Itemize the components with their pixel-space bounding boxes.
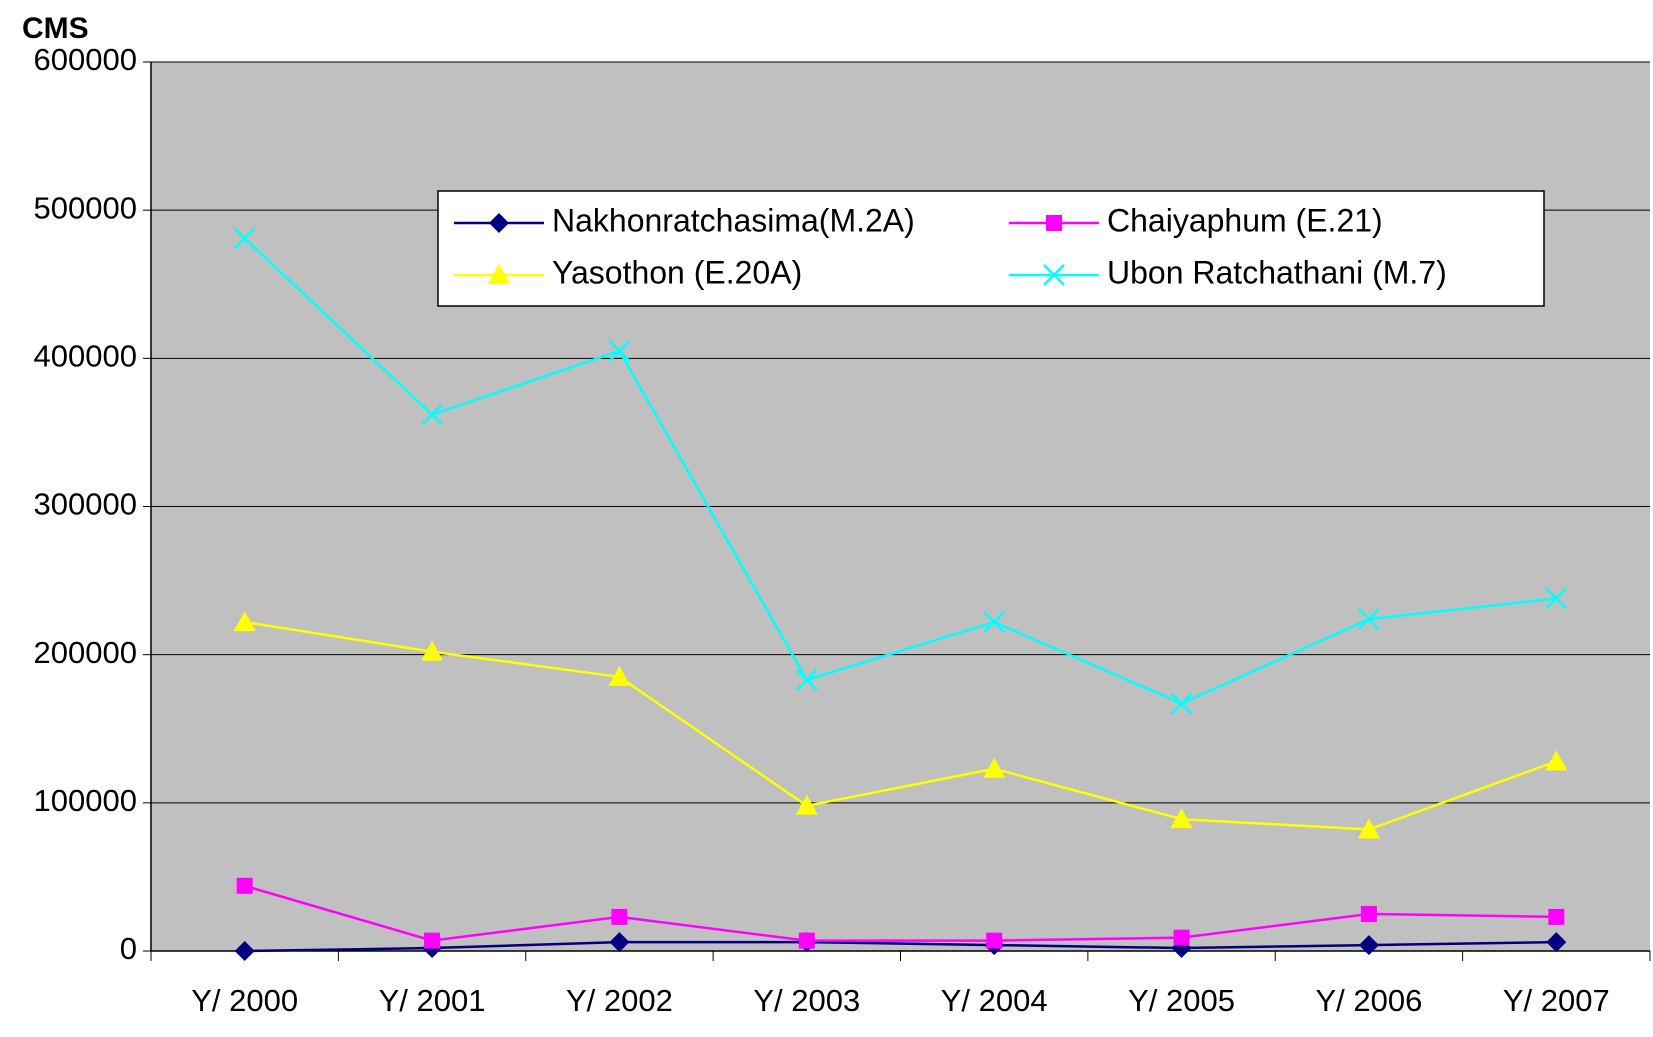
marker [1170, 692, 1193, 715]
x-tick-label: Y/ 2007 [1503, 983, 1610, 1018]
legend-label: Yasothon (E.20A) [552, 254, 802, 290]
x-tick-label: Y/ 2006 [1316, 983, 1423, 1018]
marker [608, 665, 631, 686]
marker [236, 877, 253, 894]
y-tick-label: 500000 [34, 190, 137, 225]
marker [983, 611, 1006, 633]
marker [798, 932, 815, 949]
marker [608, 340, 631, 362]
marker [1545, 750, 1568, 771]
y-tick-label: 100000 [34, 783, 137, 818]
y-tick-label: 300000 [34, 487, 137, 522]
y-tick-label: 0 [120, 931, 137, 966]
marker [609, 932, 630, 953]
series-line [244, 940, 1557, 953]
marker [1046, 215, 1062, 231]
marker [795, 794, 818, 815]
marker [488, 264, 510, 284]
marker [233, 611, 256, 632]
marker [1546, 932, 1567, 953]
x-tick-label: Y/ 2002 [566, 983, 673, 1018]
marker [421, 403, 443, 426]
series-line [244, 884, 1557, 942]
legend-label: Ubon Ratchathani (M.7) [1107, 254, 1447, 290]
marker [1043, 264, 1065, 286]
marker [611, 908, 628, 925]
legend-label: Chaiyaphum (E.21) [1107, 202, 1383, 238]
chart-title: CMS [22, 12, 89, 45]
x-tick-label: Y/ 2005 [1128, 983, 1235, 1018]
y-tick-label: 200000 [34, 635, 137, 670]
marker [233, 227, 256, 250]
marker [1357, 818, 1380, 839]
marker [983, 757, 1006, 778]
y-tick-label: 600000 [34, 42, 137, 77]
marker [1173, 929, 1190, 946]
legend [437, 190, 1545, 307]
x-tick-label: Y/ 2004 [941, 983, 1048, 1018]
x-tick-label: Y/ 2001 [379, 983, 486, 1018]
x-tick-label: Y/ 2000 [191, 983, 298, 1018]
marker [1358, 608, 1380, 630]
marker [986, 932, 1003, 949]
marker [489, 213, 509, 233]
y-tick-label: 400000 [34, 339, 137, 374]
marker [1360, 905, 1377, 922]
marker [234, 941, 255, 961]
marker [1545, 587, 1568, 610]
series-line [244, 620, 1557, 831]
marker [1170, 808, 1193, 829]
legend-label: Nakhonratchasima(M.2A) [552, 202, 915, 238]
marker [795, 668, 818, 691]
series-line [243, 237, 1557, 705]
marker [1358, 935, 1379, 956]
marker [1548, 908, 1565, 925]
x-tick-label: Y/ 2003 [753, 983, 860, 1018]
marker [424, 932, 441, 949]
marker [421, 640, 444, 661]
